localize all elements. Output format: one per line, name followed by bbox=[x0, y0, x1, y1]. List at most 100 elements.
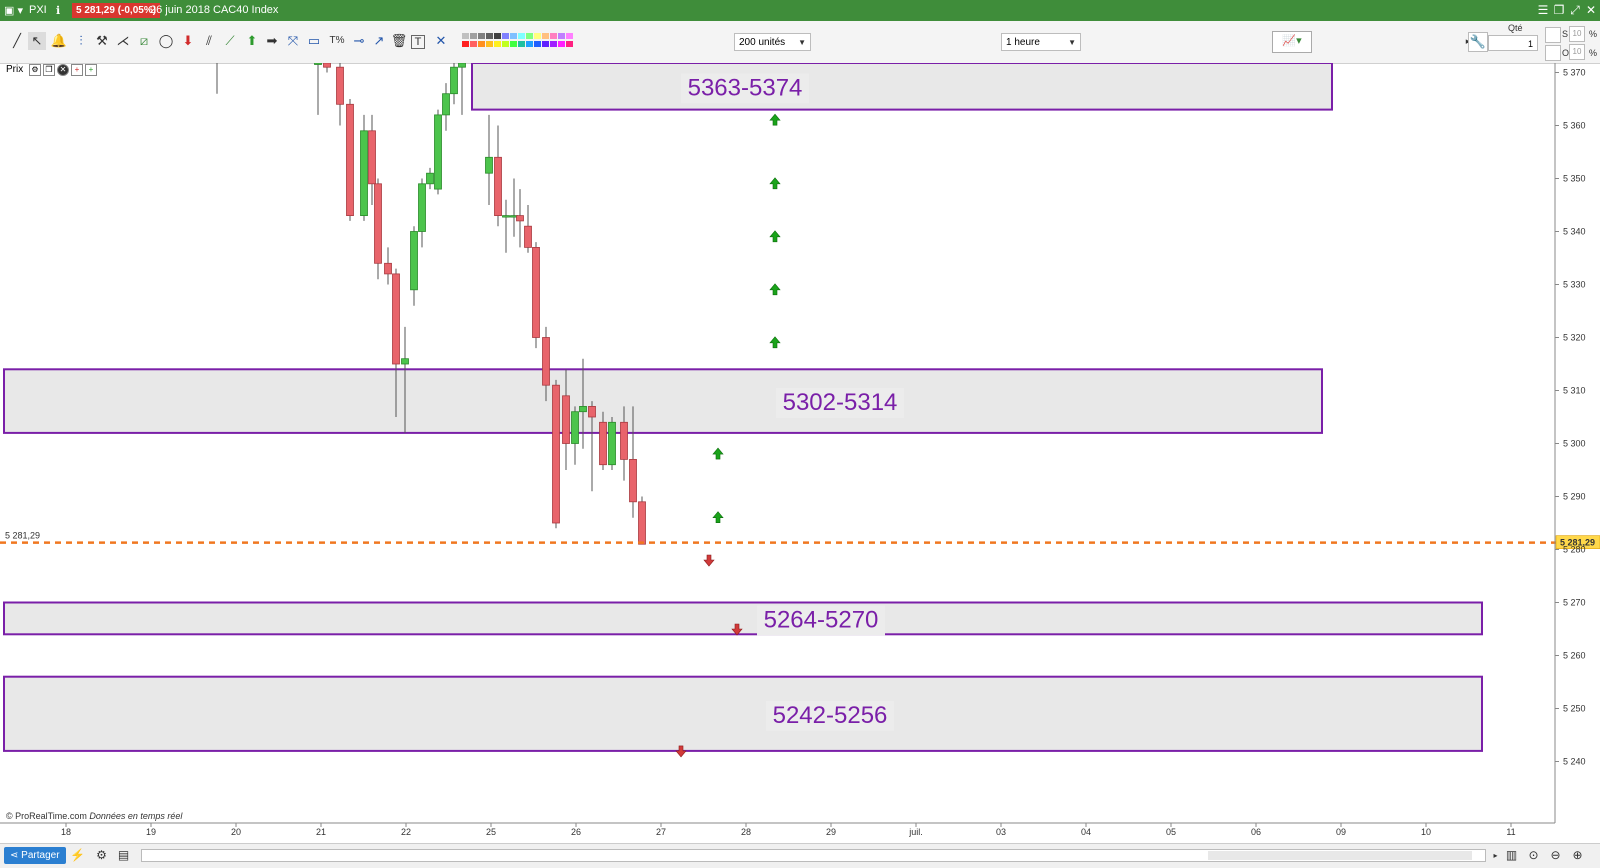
indicator-icon[interactable]: ⚡ bbox=[70, 848, 85, 862]
color-swatch[interactable] bbox=[566, 41, 573, 47]
chart-type-icon[interactable]: 📈▾ bbox=[1272, 31, 1312, 53]
units-select-value: 200 unités bbox=[739, 37, 786, 48]
color-swatch[interactable] bbox=[510, 41, 517, 47]
interval-select[interactable]: 1 heure ▼ bbox=[1001, 33, 1081, 51]
color-swatch[interactable] bbox=[526, 33, 533, 39]
current-price-label-left: 5 281,29 bbox=[5, 531, 40, 541]
panel-close-icon[interactable]: ✕ bbox=[57, 64, 69, 76]
color-swatch[interactable] bbox=[542, 33, 549, 39]
gann-icon[interactable]: ⟋ bbox=[225, 33, 235, 48]
units-select[interactable]: 200 unités ▼ bbox=[734, 33, 811, 51]
color-swatch[interactable] bbox=[486, 41, 493, 47]
panel-window-icon[interactable]: ❐ bbox=[43, 64, 55, 76]
qty-input[interactable]: 1 bbox=[1488, 35, 1538, 51]
zoom-out-icon[interactable]: ⊖ bbox=[1550, 848, 1561, 862]
info-icon[interactable]: ℹ bbox=[56, 5, 61, 17]
line-tool-icon[interactable]: ╱ bbox=[13, 33, 21, 48]
color-swatch[interactable] bbox=[502, 41, 509, 47]
x-tick-label: 21 bbox=[316, 827, 326, 837]
x-tick-label: 09 bbox=[1336, 827, 1346, 837]
color-swatch[interactable] bbox=[494, 33, 501, 39]
color-swatch[interactable] bbox=[518, 41, 525, 47]
color-swatch[interactable] bbox=[470, 41, 477, 47]
vertical-line-icon[interactable]: ⫶ bbox=[79, 33, 83, 48]
down-arrow-tool-icon[interactable]: ⬇ bbox=[182, 33, 194, 48]
crosshair-icon[interactable]: ✕ bbox=[435, 33, 447, 48]
cross-line-icon[interactable]: ⤧ bbox=[287, 33, 299, 48]
color-swatch[interactable] bbox=[478, 41, 485, 47]
scroll-thumb[interactable] bbox=[1208, 851, 1472, 860]
restore-icon[interactable]: ❐ bbox=[1553, 3, 1565, 17]
window-menu-icon[interactable]: ▣ ▾ bbox=[4, 5, 23, 17]
color-swatch[interactable] bbox=[462, 41, 469, 47]
add-indicator-icon[interactable]: + bbox=[71, 64, 83, 76]
color-swatch[interactable] bbox=[462, 33, 469, 39]
color-swatch[interactable] bbox=[550, 33, 557, 39]
tools-icon[interactable]: ⚒ bbox=[96, 33, 108, 48]
color-swatch[interactable] bbox=[550, 41, 557, 47]
objective-checkbox[interactable] bbox=[1545, 45, 1561, 61]
ray-tool-icon[interactable]: ↗ bbox=[373, 33, 385, 48]
maximize-icon[interactable]: ⤢ bbox=[1570, 3, 1580, 17]
trend-channel-icon[interactable]: ⧄ bbox=[139, 33, 149, 48]
zone-label: 5363-5374 bbox=[688, 74, 803, 101]
candle-body bbox=[442, 93, 450, 116]
color-swatch[interactable] bbox=[526, 41, 533, 47]
order-settings-icon[interactable]: 🔧 bbox=[1468, 32, 1488, 52]
color-swatch[interactable] bbox=[470, 33, 477, 39]
layout-icon[interactable]: ☰ bbox=[1537, 3, 1549, 17]
x-tick-label: 25 bbox=[486, 827, 496, 837]
horizontal-line-icon[interactable]: ⊸ bbox=[353, 33, 365, 48]
zone-label-background bbox=[766, 700, 894, 731]
delete-drawings-icon[interactable]: 🗑 bbox=[390, 33, 408, 48]
alert-bell-icon[interactable]: 🔔 bbox=[50, 33, 68, 48]
color-swatch[interactable] bbox=[510, 33, 517, 39]
x-tick-label: 05 bbox=[1166, 827, 1176, 837]
zoom-reset-icon[interactable]: ⊙ bbox=[1528, 848, 1539, 862]
x-tick-label: 19 bbox=[146, 827, 156, 837]
scroll-right-icon[interactable]: ▸ bbox=[1493, 851, 1498, 860]
pointer-tool-icon[interactable]: ↖ bbox=[28, 32, 46, 50]
color-swatch[interactable] bbox=[518, 33, 525, 39]
candle-body bbox=[629, 458, 637, 503]
support-resistance-zone bbox=[3, 675, 1483, 752]
horizontal-scrollbar[interactable] bbox=[141, 849, 1486, 862]
add-panel-icon[interactable]: + bbox=[85, 64, 97, 76]
panel-settings-icon[interactable]: ⚙ bbox=[29, 64, 41, 76]
candle-body bbox=[571, 411, 579, 444]
share-button[interactable]: ⋖ Partager bbox=[4, 847, 66, 864]
price-chart[interactable]: 5 281,29 5 281,29 5 370 5 360 5 350 5 340 5 3… bbox=[0, 63, 1600, 867]
pitchfork-icon[interactable]: ⫽ bbox=[206, 33, 212, 48]
fibonacci-icon[interactable]: ⋌ bbox=[116, 33, 130, 48]
color-swatch[interactable] bbox=[534, 33, 541, 39]
color-swatch[interactable] bbox=[566, 33, 573, 39]
candle-body bbox=[552, 384, 560, 524]
candle-body bbox=[516, 215, 524, 222]
color-swatch[interactable] bbox=[494, 41, 501, 47]
up-arrow-tool-icon[interactable]: ⬆ bbox=[246, 33, 258, 48]
up-arrow-icon bbox=[769, 177, 781, 190]
credit-realtime: Données en temps réel bbox=[89, 811, 183, 821]
color-swatch[interactable] bbox=[558, 33, 565, 39]
settings-icon[interactable]: ⚙ bbox=[96, 848, 107, 862]
text-tool-icon[interactable]: T bbox=[411, 35, 425, 49]
zoom-in-icon[interactable]: ⊕ bbox=[1572, 848, 1583, 862]
bar-chart-icon[interactable]: ▥ bbox=[1505, 848, 1518, 862]
percent-tool-icon[interactable]: T% bbox=[329, 35, 345, 46]
stop-pct-input[interactable]: 10 bbox=[1569, 26, 1585, 42]
objective-pct-input[interactable]: 10 bbox=[1569, 44, 1585, 60]
color-swatch[interactable] bbox=[478, 33, 485, 39]
close-icon[interactable]: ✕ bbox=[1585, 3, 1597, 17]
stop-checkbox[interactable] bbox=[1545, 27, 1561, 43]
color-swatch[interactable] bbox=[558, 41, 565, 47]
color-swatch[interactable] bbox=[502, 33, 509, 39]
color-swatch[interactable] bbox=[534, 41, 541, 47]
rectangle-tool-icon[interactable]: ▭ bbox=[307, 33, 321, 48]
ticker-label[interactable]: PXI bbox=[29, 4, 47, 16]
right-arrow-tool-icon[interactable]: ➡ bbox=[266, 33, 278, 48]
color-swatch[interactable] bbox=[486, 33, 493, 39]
report-icon[interactable]: ▤ bbox=[117, 848, 130, 862]
ellipse-icon[interactable]: ◯ bbox=[158, 33, 174, 48]
color-swatch[interactable] bbox=[542, 41, 549, 47]
candle-body bbox=[502, 215, 510, 218]
